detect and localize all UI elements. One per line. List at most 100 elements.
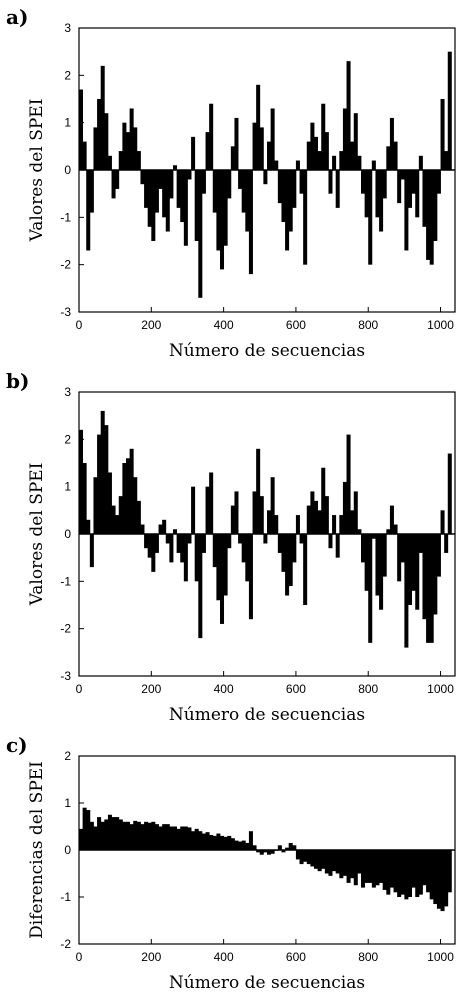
bar — [93, 826, 98, 850]
bar — [245, 842, 250, 850]
bar — [79, 89, 84, 170]
x-tick-label: 200 — [141, 950, 161, 964]
bar — [444, 151, 449, 170]
bar — [422, 170, 427, 227]
bar — [162, 170, 167, 218]
bar — [259, 127, 264, 170]
y-tick-label: 3 — [64, 385, 71, 399]
bar — [400, 850, 405, 895]
bar — [93, 477, 98, 534]
bar — [205, 132, 210, 170]
bar — [386, 146, 391, 170]
panel-label: a) — [6, 5, 28, 29]
bar — [375, 534, 380, 596]
bar — [436, 170, 441, 194]
bar — [350, 141, 355, 170]
bar — [100, 65, 105, 170]
bar — [321, 467, 326, 534]
y-tick-label: 3 — [64, 21, 71, 35]
bar — [433, 850, 438, 905]
bar — [321, 103, 326, 170]
bar — [198, 170, 203, 298]
bar — [332, 155, 337, 170]
bar — [357, 850, 362, 874]
bar — [220, 534, 225, 624]
bar — [227, 170, 232, 199]
bar — [136, 821, 141, 850]
bar — [444, 850, 449, 907]
bar — [111, 817, 116, 850]
bar — [332, 515, 337, 534]
bar — [79, 429, 84, 534]
bar — [252, 491, 257, 534]
bar — [335, 850, 340, 874]
bar — [379, 170, 384, 232]
bar — [86, 170, 91, 251]
bar — [100, 821, 105, 850]
bar — [393, 141, 398, 170]
bar — [115, 817, 120, 850]
bar — [154, 170, 159, 213]
bar — [408, 850, 413, 897]
bar — [144, 534, 149, 549]
bar — [447, 51, 452, 170]
bar — [241, 170, 246, 213]
bar — [285, 847, 290, 850]
bar — [285, 534, 290, 596]
bar — [144, 170, 149, 208]
x-tick-label: 200 — [141, 318, 161, 332]
bar — [429, 170, 434, 265]
bar — [187, 827, 192, 850]
bar — [433, 534, 438, 615]
x-axis-title: Número de secuencias — [169, 705, 365, 725]
bar — [364, 534, 369, 591]
x-tick-label: 0 — [76, 682, 83, 696]
x-tick-label: 400 — [214, 950, 234, 964]
bar — [245, 534, 250, 582]
bar — [339, 515, 344, 534]
bar — [187, 170, 192, 180]
bar — [295, 515, 300, 534]
bar — [216, 170, 221, 251]
bar — [129, 448, 134, 534]
bar — [97, 817, 102, 850]
bar — [332, 850, 337, 872]
bar — [89, 170, 94, 213]
bar — [270, 108, 275, 170]
x-tick-label: 400 — [214, 318, 234, 332]
bar — [259, 496, 264, 534]
bar — [444, 534, 449, 553]
bar — [169, 826, 174, 850]
bar — [187, 534, 192, 544]
y-tick-label: 2 — [64, 432, 71, 446]
bar — [183, 826, 188, 850]
bar — [267, 850, 272, 855]
bar — [350, 510, 355, 534]
bar — [295, 160, 300, 170]
bar — [314, 136, 319, 170]
bar — [256, 850, 261, 853]
bar — [314, 500, 319, 534]
bar — [129, 108, 134, 170]
y-tick-label: 1 — [64, 480, 71, 494]
bar — [248, 831, 253, 850]
bar — [371, 160, 376, 170]
bar — [357, 529, 362, 534]
bar — [165, 170, 170, 232]
bar — [415, 170, 420, 218]
bar — [165, 824, 170, 850]
bar — [306, 505, 311, 534]
bar — [201, 833, 206, 850]
x-tick-label: 600 — [286, 318, 306, 332]
y-tick-label: 2 — [64, 749, 71, 763]
bar — [256, 448, 261, 534]
bar — [140, 824, 145, 850]
bar — [158, 524, 163, 534]
bar — [310, 491, 315, 534]
bar — [281, 534, 286, 572]
y-tick-label: 1 — [64, 796, 71, 810]
bar — [353, 113, 358, 170]
bar — [422, 850, 427, 886]
bar — [122, 463, 127, 534]
bar — [397, 850, 402, 897]
